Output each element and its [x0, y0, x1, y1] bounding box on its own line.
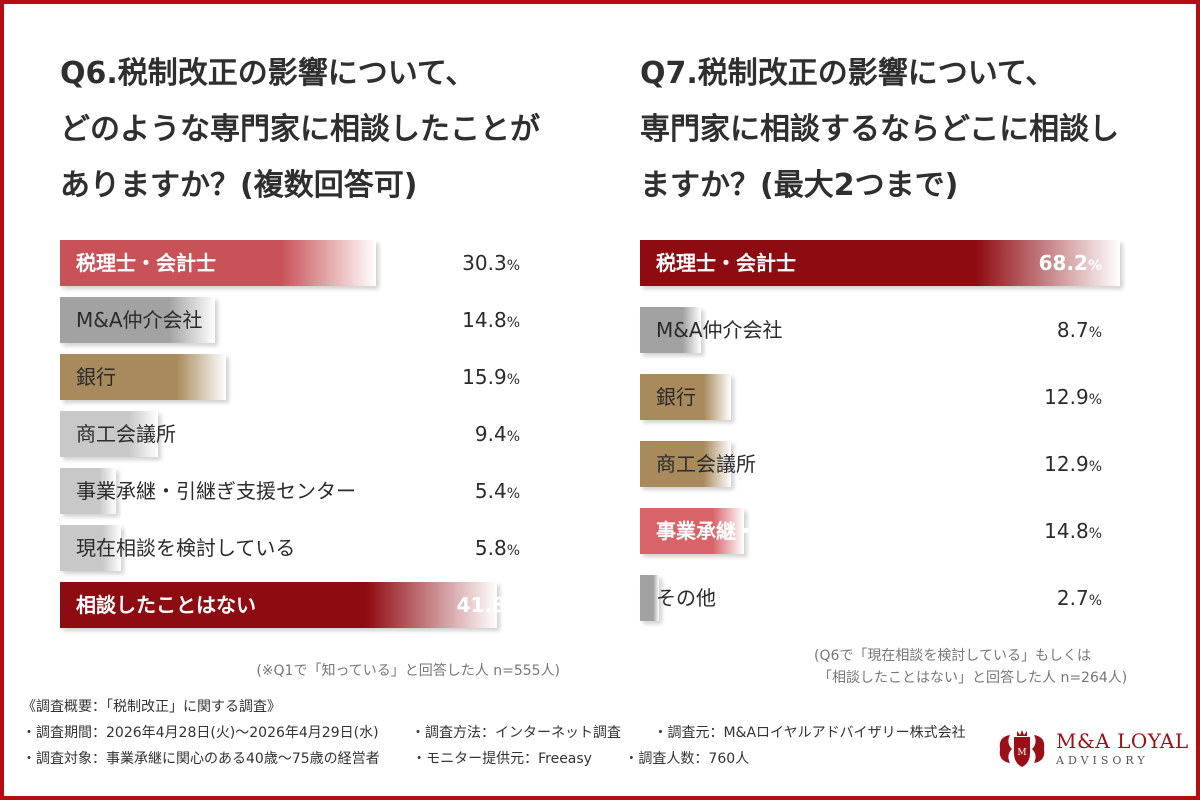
bar-value-number-0-3: 9.4 [474, 422, 507, 446]
left-chart-note: (※Q1で「知っている」と回答した人 n=555人) [256, 663, 560, 679]
bar-label-0-0: 税理士・会計士 [76, 251, 216, 275]
bar-value-1-3: 12.9% [1044, 441, 1102, 490]
bar-label-1-4: 事業承継・引継ぎ支援センター [656, 519, 936, 543]
bar-value-0-0: 30.3% [462, 240, 520, 289]
bar-label-0-3: 商工会議所 [76, 422, 176, 446]
bar-0-3 [60, 411, 158, 457]
bar-value-unit-1-2: % [1088, 392, 1102, 408]
bar-value-1-4: 14.8% [1044, 508, 1102, 557]
bar-label-0-1: M&A仲介会社 [76, 308, 203, 332]
bar-value-unit-0-4: % [506, 486, 520, 502]
bar-0-4 [60, 468, 116, 514]
bar-value-0-1: 14.8% [462, 297, 520, 346]
bar-value-unit-0-3: % [506, 429, 520, 445]
bar-value-unit-1-0: % [1087, 258, 1102, 274]
survey-period: ・調査期間：2026年4月28日(火)～2026年4月29日(水) [22, 725, 379, 741]
bar-1-4 [640, 508, 744, 554]
survey-line-2: ・調査期間：2026年4月28日(火)～2026年4月29日(水) ・調査方法：… [22, 720, 966, 746]
left-title-line-2: どのような専門家に相談したことが [60, 112, 540, 147]
bar-value-0-5: 5.8% [475, 525, 520, 574]
survey-target: ・調査対象：事業承継に関心のある40歳～75歳の経営者 [22, 751, 380, 767]
company-logo: M M&A LOYAL ADVISORY [996, 727, 1189, 773]
left-title-line-1: Q6.税制改正の影響について、 [60, 56, 476, 91]
bar-value-unit-0-2: % [506, 372, 520, 388]
bar-value-number-1-3: 12.9 [1044, 452, 1089, 476]
svg-text:M: M [1017, 748, 1026, 758]
bar-1-5 [640, 575, 659, 621]
bar-0-2 [60, 354, 226, 400]
bar-1-3 [640, 441, 731, 487]
right-note-line-2: 「相談したことはない」と回答した人 n=264人) [818, 670, 1128, 686]
bar-label-0-4: 事業承継・引継ぎ支援センター [76, 479, 356, 503]
bar-value-unit-1-5: % [1088, 593, 1102, 609]
bar-label-0-5: 現在相談を検討している [76, 536, 296, 560]
bar-1-2 [640, 374, 731, 420]
right-chart-note: (Q6で「現在相談を検討している」もしくは 「相談したことはない」と回答した人 … [814, 645, 1127, 689]
bar-value-number-1-1: 8.7 [1056, 318, 1089, 342]
bar-value-number-1-4: 14.8 [1044, 519, 1089, 543]
bar-value-number-0-0: 30.3 [462, 251, 507, 275]
bar-value-number-0-6: 41.8 [456, 593, 506, 617]
bar-value-1-2: 12.9% [1044, 374, 1102, 423]
bar-value-number-0-5: 5.8 [474, 536, 507, 560]
right-title-line-2: 専門家に相談するならどこに相談し [640, 112, 1120, 147]
logo-name: M&A LOYAL [1056, 729, 1189, 753]
bar-value-unit-0-6: % [505, 600, 520, 616]
survey-monitor: ・モニター提供元：Freeasy [412, 751, 592, 767]
right-title-line-3: ますか？(最大2つまで) [640, 168, 959, 203]
bar-label-1-3: 商工会議所 [656, 452, 756, 476]
bar-value-unit-0-0: % [506, 258, 520, 274]
survey-heading: 《調査概要：「税制改正」に関する調査》 [22, 699, 281, 715]
bar-value-unit-1-4: % [1088, 526, 1102, 542]
bar-value-number-1-0: 68.2 [1038, 251, 1088, 275]
right-note-line-1: (Q6で「現在相談を検討している」もしくは [814, 648, 1091, 664]
survey-source: ・調査元：M&Aロイヤルアドバイザリー株式会社 [653, 725, 966, 741]
bar-value-0-3: 9.4% [475, 411, 520, 460]
bar-0-0 [60, 240, 376, 286]
bar-value-1-5: 2.7% [1057, 575, 1102, 624]
right-title-line-1: Q7.税制改正の影響について、 [640, 56, 1056, 91]
survey-line-3: ・調査対象：事業承継に関心のある40歳～75歳の経営者 ・モニター提供元：Fre… [22, 746, 966, 772]
bar-label-0-6: 相談したことはない [76, 593, 256, 617]
bar-value-0-6: 41.8% [457, 582, 520, 631]
bar-value-number-1-5: 2.7 [1056, 586, 1089, 610]
left-chart-title: Q6.税制改正の影響について、 どのような専門家に相談したことが ありますか？(… [60, 46, 540, 214]
survey-overview: 《調査概要：「税制改正」に関する調査》 ・調査期間：2026年4月28日(火)～… [22, 694, 966, 772]
left-title-line-3: ありますか？(複数回答可) [60, 168, 418, 203]
bar-1-0 [640, 240, 1120, 286]
crest-icon: M [999, 730, 1045, 767]
survey-count: ・調査人数：760人 [624, 751, 750, 767]
bar-value-unit-0-1: % [506, 315, 520, 331]
bar-value-0-4: 5.4% [475, 468, 520, 517]
bar-value-number-0-2: 15.9 [462, 365, 507, 389]
bar-value-1-1: 8.7% [1057, 307, 1102, 356]
bar-value-number-0-1: 14.8 [462, 308, 507, 332]
bar-label-1-2: 銀行 [656, 385, 696, 409]
right-bar-chart: 税理士・会計士 68.2% M&A仲介会社 8.7% 銀行 12.9% 商工会議所 12.9%… [640, 240, 1120, 640]
survey-method: ・調査方法：インターネット調査 [411, 725, 622, 741]
logo-subname: ADVISORY [1056, 754, 1149, 767]
bar-value-number-1-2: 12.9 [1044, 385, 1089, 409]
right-chart-title: Q7.税制改正の影響について、 専門家に相談するならどこに相談し ますか？(最大… [640, 46, 1119, 214]
bar-label-1-1: M&A仲介会社 [656, 318, 783, 342]
bar-label-0-2: 銀行 [76, 365, 116, 389]
bar-value-unit-1-1: % [1088, 325, 1102, 341]
bar-value-1-0: 68.2% [1039, 240, 1102, 289]
bar-1-1 [640, 307, 701, 353]
bar-label-1-0: 税理士・会計士 [656, 251, 796, 275]
bar-0-5 [60, 525, 121, 571]
bar-label-1-5: その他 [656, 586, 716, 610]
bar-value-unit-0-5: % [506, 543, 520, 559]
bar-0-1 [60, 297, 215, 343]
bar-value-number-0-4: 5.4 [474, 479, 507, 503]
bar-0-6 [60, 582, 497, 628]
left-bar-chart: 税理士・会計士 30.3% M&A仲介会社 14.8% 銀行 15.9% 商工会議所 9.4%… [60, 240, 540, 640]
bar-value-unit-1-3: % [1088, 459, 1102, 475]
bar-value-0-2: 15.9% [462, 354, 520, 403]
